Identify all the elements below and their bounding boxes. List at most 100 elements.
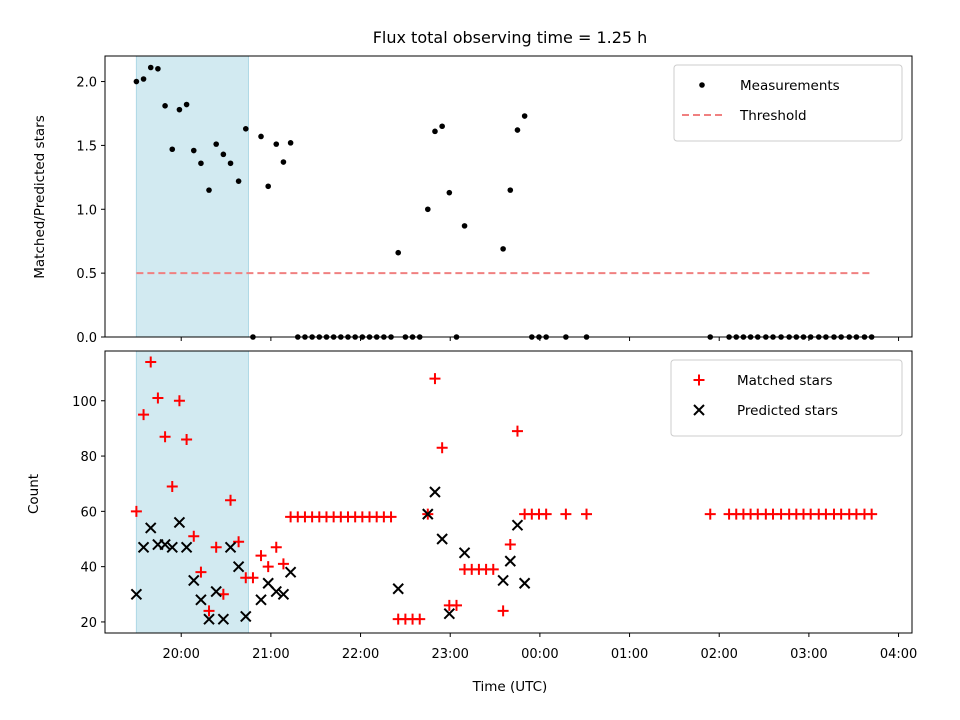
- bottom-series-predicted-stars-point: [203, 613, 215, 625]
- bottom-series-matched-stars-point: [866, 508, 878, 520]
- bottom-series-matched-stars-point: [145, 356, 157, 368]
- bottom-series-matched-stars-point: [497, 605, 509, 617]
- bottom-series-matched-stars-point: [560, 508, 572, 520]
- bottom-series-matched-stars-point: [277, 558, 289, 570]
- bottom-series-matched-stars-point: [195, 566, 207, 578]
- bottom-series-matched-stars-point: [414, 613, 426, 625]
- bottom-series-matched-stars-point: [159, 431, 171, 443]
- bottom-series-matched-stars-point: [429, 373, 441, 385]
- top-series-measurements-point: [273, 141, 280, 147]
- bottom-x-tick-label: 03:00: [790, 647, 827, 662]
- bottom-series-matched-stars-point: [581, 508, 593, 520]
- top-legend-measurements-marker: [699, 82, 705, 88]
- bottom-legend: Matched stars Predicted stars: [670, 359, 903, 437]
- bottom-series-predicted-stars-point: [145, 522, 157, 534]
- top-series-measurements-point: [446, 189, 453, 196]
- bottom-series-predicted-stars-point: [195, 594, 207, 606]
- bottom-series-predicted-stars-point: [429, 486, 441, 498]
- bottom-series-predicted-stars-point: [497, 574, 509, 587]
- bottom-series-predicted-stars-point: [277, 588, 290, 601]
- bottom-axes-frame: [104, 350, 913, 634]
- top-series-measurements-point: [176, 106, 183, 113]
- bottom-series-matched-stars-point: [270, 541, 282, 553]
- bottom-series-matched-stars-point: [436, 442, 448, 454]
- bottom-series-predicted-stars-point: [188, 574, 200, 587]
- bottom-series-matched-stars-point: [203, 605, 215, 617]
- bottom-series-matched-stars-point: [210, 541, 222, 553]
- top-y-tick-label: 1.0: [76, 203, 97, 218]
- top-series-measurements-point: [395, 249, 402, 256]
- top-y-tick-label: 0.0: [76, 331, 97, 346]
- top-series-measurements-point: [258, 133, 264, 140]
- bottom-y-tick-label: 100: [72, 395, 97, 410]
- bottom-series-predicted-stars-point: [137, 541, 150, 554]
- bottom-series-predicted-stars-point: [422, 508, 434, 520]
- top-series-measurements-point: [425, 206, 431, 213]
- bottom-series-predicted-stars-point: [130, 588, 143, 601]
- top-series-measurements-point: [162, 103, 168, 109]
- bottom-y-tick-label: 20: [80, 616, 97, 631]
- top-series-measurements-point: [140, 76, 147, 82]
- bottom-series-matched-stars-point: [487, 563, 499, 575]
- top-series-measurements-point: [280, 159, 287, 165]
- bottom-series-predicted-stars-point: [159, 538, 171, 551]
- top-series-measurements-point: [155, 65, 161, 72]
- bottom-series-predicted-stars-point: [217, 613, 230, 625]
- bottom-legend-matched-stars-label: Matched stars: [737, 373, 833, 389]
- bottom-series-matched-stars-point: [262, 561, 274, 573]
- top-series-measurements-point: [183, 101, 190, 108]
- bottom-series-matched-stars-point: [511, 425, 523, 437]
- bottom-series-matched-stars-point: [450, 599, 462, 611]
- top-series-measurements-point: [507, 187, 514, 193]
- top-series-measurements-point: [220, 151, 227, 158]
- top-series-measurements-point: [439, 123, 445, 130]
- top-series-measurements-point: [514, 127, 521, 133]
- bottom-series-predicted-stars-point: [270, 585, 282, 598]
- top-legend-box: [673, 64, 903, 142]
- top-legend: Measurements Threshold: [673, 64, 903, 142]
- bottom-series-matched-stars-point: [181, 433, 193, 445]
- top-series-measurements-point: [213, 141, 219, 147]
- bottom-legend-predicted-stars-label: Predicted stars: [737, 403, 838, 419]
- bottom-x-tick-label: 22:00: [342, 647, 379, 662]
- bottom-series-matched-stars-point: [247, 572, 259, 584]
- top-panel: 0.0 0.5 1.0 1.5 2.0 Measurements Threshold: [76, 55, 913, 346]
- bottom-x-tick-label: 00:00: [521, 647, 558, 662]
- bottom-series-matched-stars-point: [130, 505, 142, 517]
- bottom-series-predicted-stars-point: [173, 516, 186, 529]
- bottom-series-predicted-stars-point: [180, 541, 193, 554]
- bottom-series-predicted-stars-point: [511, 519, 524, 531]
- bottom-series-matched-stars-point: [188, 530, 200, 542]
- bottom-series-predicted-stars-point: [518, 577, 531, 589]
- bottom-y-tick-label: 60: [80, 505, 97, 520]
- top-series-measurements-point: [242, 126, 249, 132]
- top-legend-threshold-label: Threshold: [739, 108, 807, 124]
- top-series-measurements-point: [169, 146, 176, 153]
- top-y-tick-label: 1.5: [76, 139, 97, 154]
- bottom-y-tick-label: 80: [80, 450, 97, 465]
- bottom-x-tick-label: 01:00: [611, 647, 648, 662]
- top-series-measurements-point: [287, 140, 294, 146]
- bottom-series-predicted-stars-point: [255, 594, 267, 606]
- top-axes-frame: [104, 55, 913, 338]
- bottom-y-tick-label: 40: [80, 561, 97, 576]
- bottom-x-tick-label: 02:00: [700, 647, 737, 662]
- top-series-measurements-point: [190, 147, 197, 154]
- bottom-observing-window: [135, 350, 249, 634]
- bottom-x-tick-label: 04:00: [880, 647, 917, 662]
- top-series-measurements-point: [461, 223, 468, 229]
- bottom-series-matched-stars-point: [173, 395, 185, 407]
- bottom-series-predicted-stars-point: [392, 583, 404, 595]
- bottom-series-matched-stars-point: [504, 539, 516, 551]
- bottom-legend-matched-stars-marker: [693, 374, 705, 386]
- x-axis-label: Time (UTC): [472, 679, 548, 695]
- y-axis-label-bottom: Count: [26, 474, 42, 514]
- bottom-series-predicted-stars-point: [504, 555, 517, 567]
- bottom-series-matched-stars-point: [704, 508, 716, 520]
- bottom-series-predicted-stars-point: [210, 585, 222, 598]
- top-series-measurements-point: [227, 160, 234, 167]
- top-series-measurements-point: [133, 78, 140, 85]
- bottom-series-matched-stars-point: [166, 480, 178, 492]
- bottom-x-tick-label: 23:00: [431, 647, 468, 662]
